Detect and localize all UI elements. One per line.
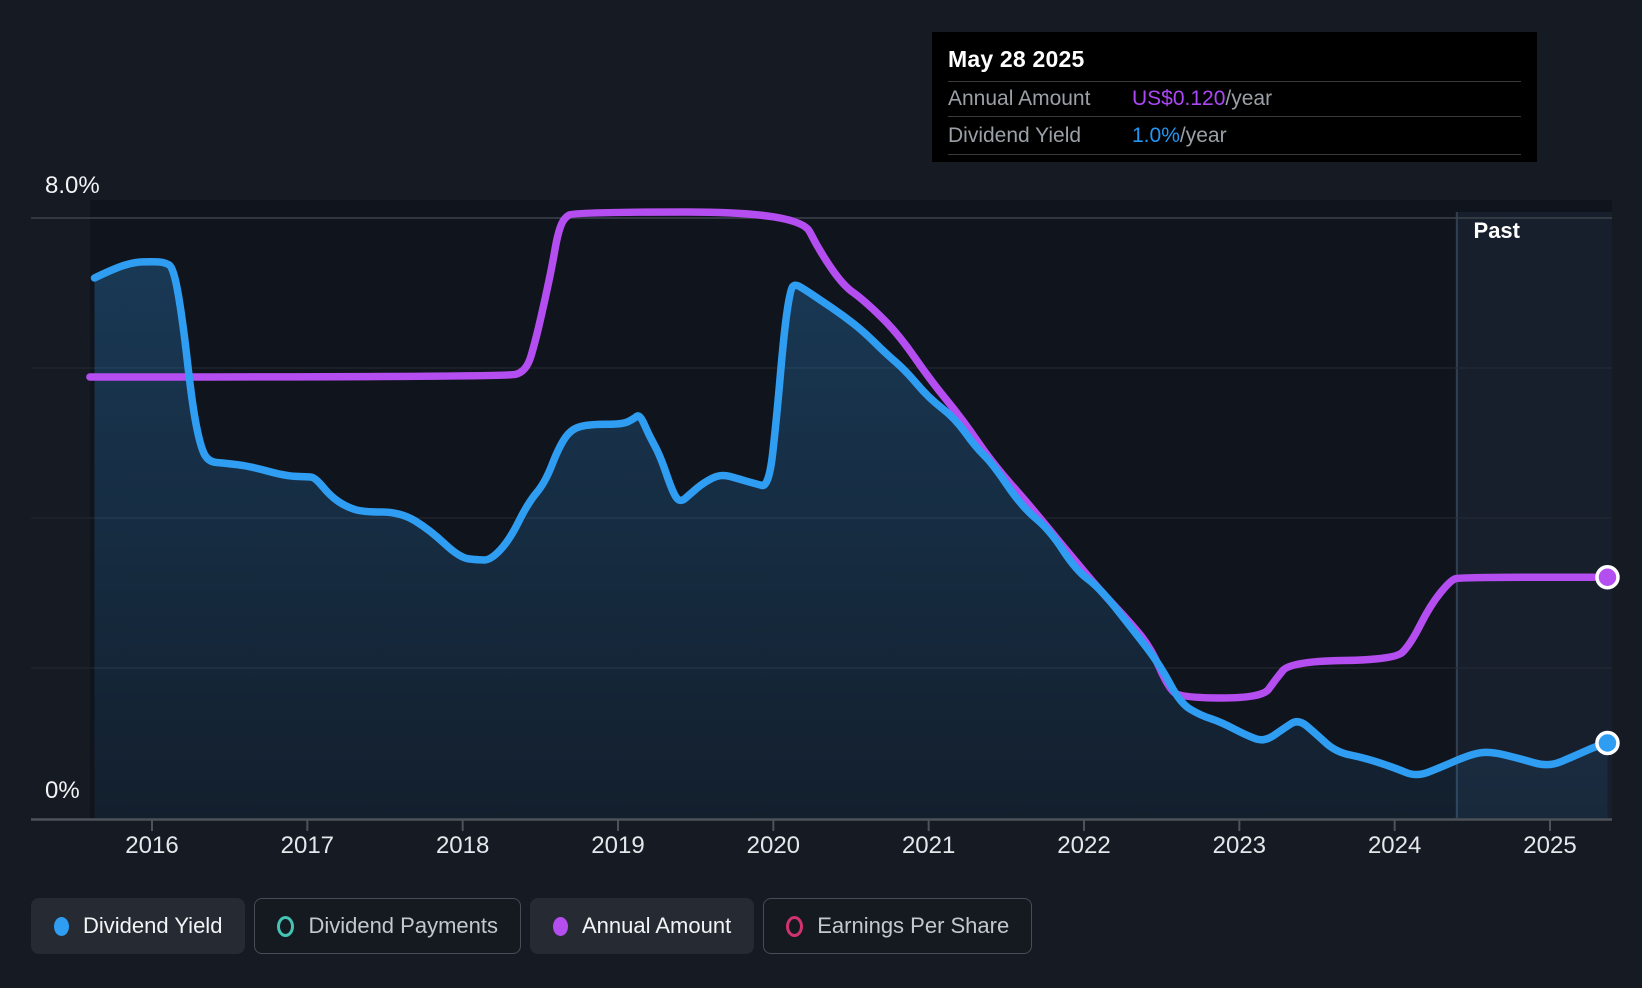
dividend-yield-series-icon [54,916,69,936]
x-axis-year-label: 2016 [125,832,179,859]
legend-toggle-dividend-yield[interactable]: Dividend Yield [31,898,246,954]
x-axis-year-label: 2019 [591,832,645,859]
dividend-yield-line [90,257,1612,779]
legend-label: Dividend Payments [308,913,498,938]
tooltip-label: Annual Amount [948,87,1091,110]
dividend-yield-area-fill [94,261,1608,818]
tooltip-date: May 28 2025 [948,46,1085,72]
legend-label: Dividend Yield [83,913,223,938]
tooltip-value-suffix: /year [1225,87,1273,110]
legend-label: Annual Amount [581,913,732,938]
annual-amount-end-marker [1595,565,1620,590]
dividend-payments-series-icon [277,915,295,937]
legend-toggle-annual-amount[interactable]: Annual Amount [529,898,755,954]
annual-amount-line [86,208,1612,702]
chart-tooltip: May 28 2025 Annual Amount US$0.120 /year… [932,32,1537,162]
legend-toggle-earnings-per-share[interactable]: Earnings Per Share [763,898,1033,954]
x-axis-year-label: 2025 [1523,832,1577,859]
past-region [1456,212,1612,818]
earnings-per-share-series-icon [786,915,804,937]
annual-amount-series-icon [552,916,568,936]
legend-label: Earnings Per Share [817,913,1010,938]
x-axis-year-label: 2024 [1367,832,1422,859]
dividend-yield-end-marker [1595,730,1620,756]
tooltip-row-annual-amount: Annual Amount US$0.120 /year [948,81,1521,116]
tooltip-value-annual-amount: US$0.120 [1132,87,1226,110]
x-axis-year-label: 2018 [435,832,490,859]
tooltip-value-suffix: /year [1179,123,1227,147]
legend-toggle-dividend-payments[interactable]: Dividend Payments [254,898,521,954]
x-axis-year-label: 2022 [1057,832,1111,859]
chart-legend: Dividend Yield Dividend Payments Annual Am… [31,898,1033,954]
x-axis-year-label: 2020 [746,832,801,859]
x-axis-year-label: 2017 [280,832,335,859]
tooltip-label: Dividend Yield [948,123,1082,147]
x-axis-year-label: 2021 [901,832,956,859]
y-axis-min-label: 0% [45,777,80,804]
past-region-label: Past [1473,218,1520,243]
tooltip-row-dividend-yield: Dividend Yield 1.0% /year [948,116,1521,155]
y-axis-max-label: 8.0% [45,172,100,199]
x-axis-year-label: 2023 [1212,832,1267,859]
tooltip-value-dividend-yield: 1.0% [1132,123,1180,147]
